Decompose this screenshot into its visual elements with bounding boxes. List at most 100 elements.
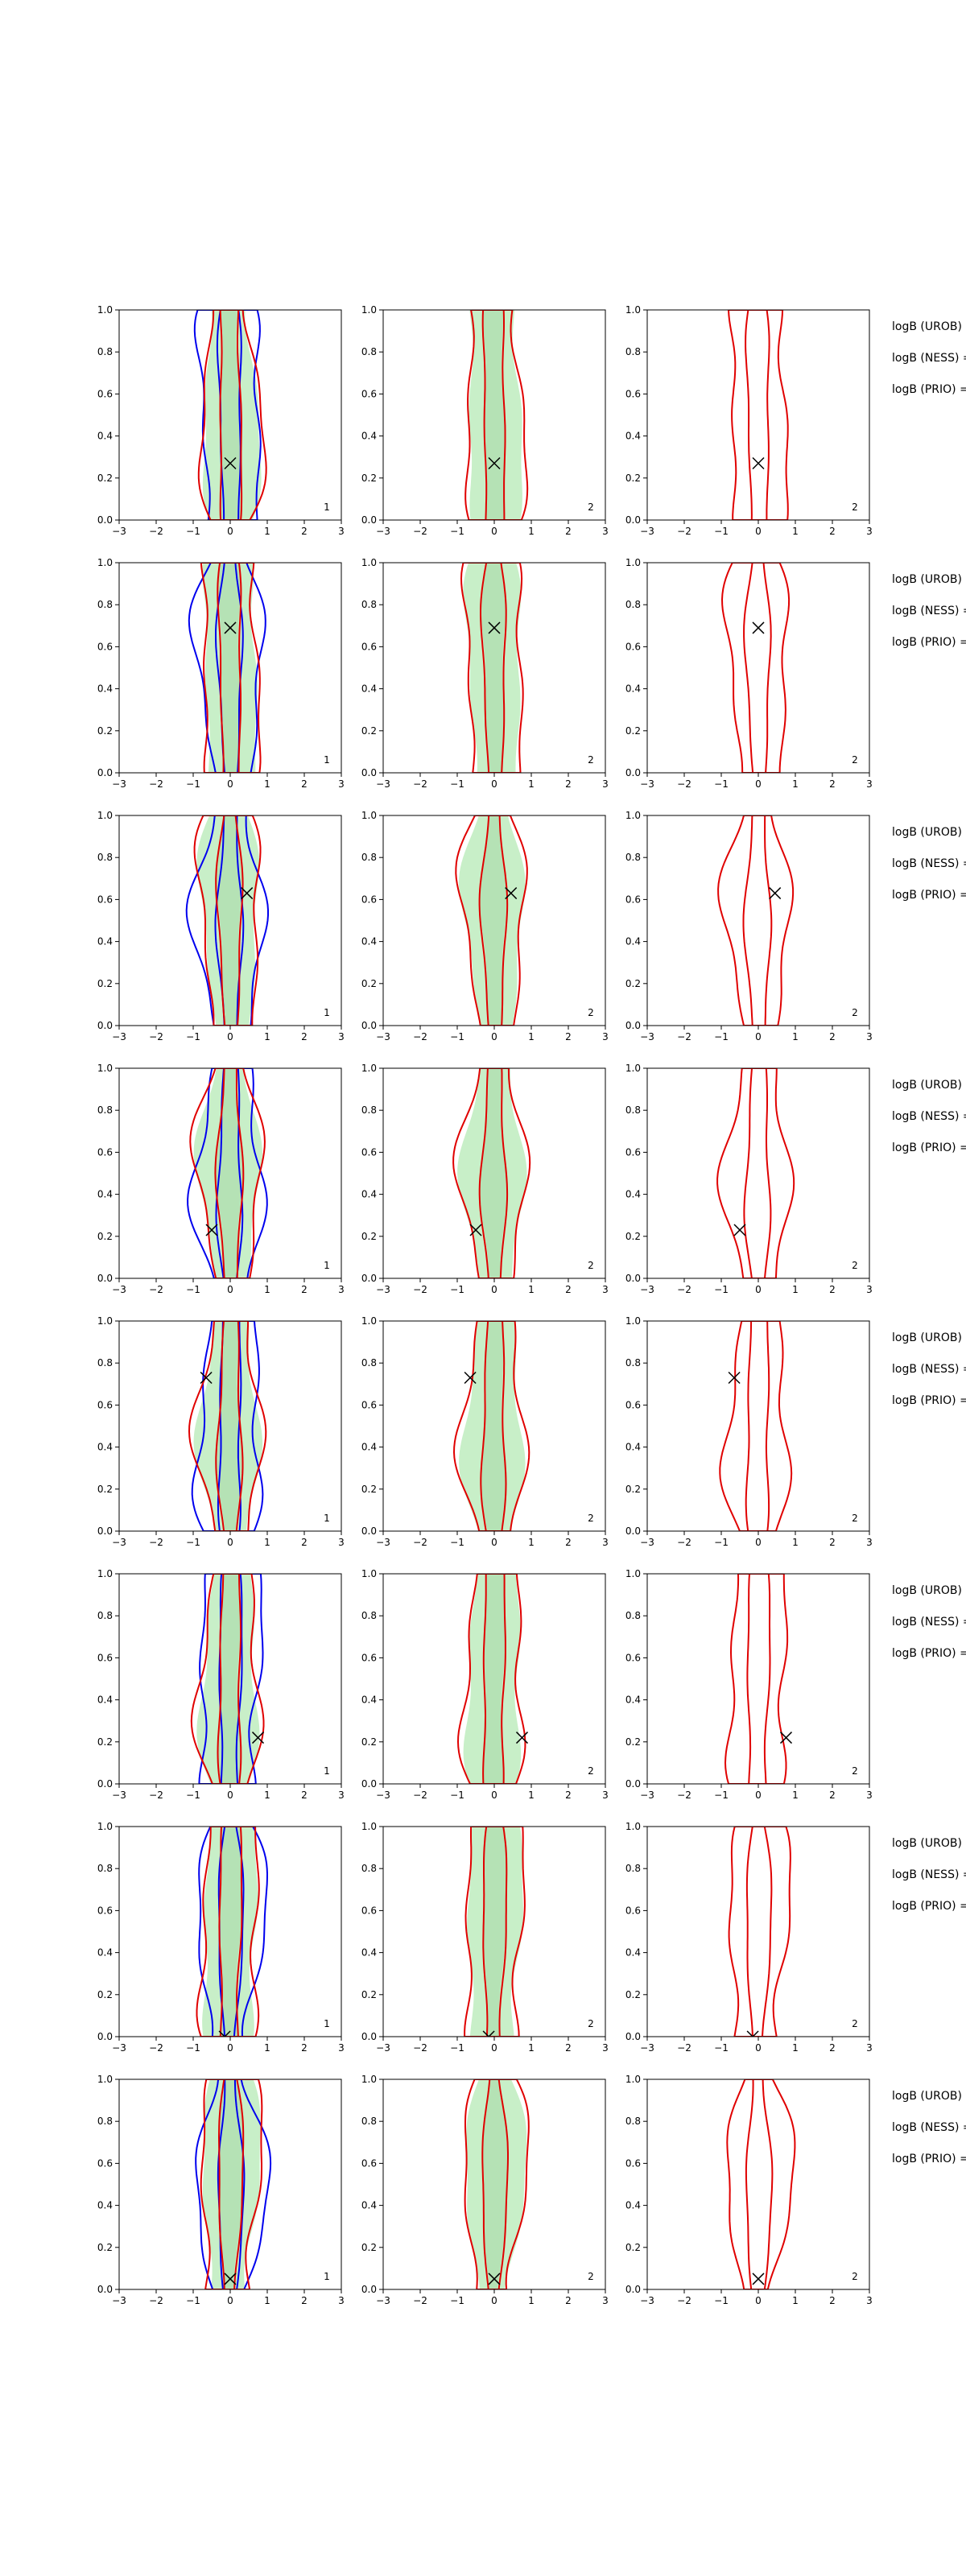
y-tick-label: 0.6 xyxy=(97,388,113,399)
y-tick-label: 0.8 xyxy=(97,599,113,610)
logb-labels-r1: logB (UROB) = logB (NESS) = logB (PRIO) = xyxy=(892,320,966,396)
x-tick-label: −2 xyxy=(149,1284,163,1295)
x-tick-label: 3 xyxy=(602,1790,609,1801)
y-tick-label: 0.0 xyxy=(97,514,113,526)
x-tick-label: 0 xyxy=(755,778,762,790)
data-marker xyxy=(505,887,518,900)
data-marker xyxy=(469,1224,482,1236)
y-tick-label: 0.2 xyxy=(625,1484,641,1495)
y-tick-label: 0.2 xyxy=(97,1736,113,1748)
panel-number-label: 2 xyxy=(852,1007,858,1018)
data-marker xyxy=(224,2273,237,2285)
contour-line-inner xyxy=(481,310,506,520)
x-tick-label: 3 xyxy=(866,526,873,537)
contour-line-inner xyxy=(745,2079,774,2289)
plot-area xyxy=(188,1321,267,1531)
x-tick-label: −1 xyxy=(186,526,200,537)
contour-line-outer xyxy=(719,1321,793,1531)
density-fill-inner xyxy=(479,815,507,1026)
logb-label: logB (NESS) = xyxy=(892,1363,966,1376)
x-tick-label: 2 xyxy=(829,1790,836,1801)
plot-area xyxy=(724,1574,793,1784)
logb-labels-r3: logB (UROB) = logB (NESS) = logB (PRIO) = xyxy=(892,826,966,902)
y-tick-label: 0.6 xyxy=(97,641,113,652)
x-tick-label: −2 xyxy=(149,2295,163,2306)
x-tick-label: −2 xyxy=(149,1031,163,1042)
x-tick-label: 0 xyxy=(755,2295,762,2306)
contour-line-outer xyxy=(452,1068,531,1278)
plot-area xyxy=(196,1827,269,2037)
y-tick-label: 0.2 xyxy=(97,725,113,737)
y-tick-label: 1.0 xyxy=(97,1821,113,1832)
contour-line-outer xyxy=(196,1827,260,2037)
x-tick-label: −3 xyxy=(376,1031,390,1042)
axes-frame xyxy=(646,562,870,774)
data-marker xyxy=(224,456,237,470)
subplot-r3-c1: −3 −2 −1 0 1 2 3 0.0 0.2 0.4 0.6 0.8 1.0 1 xyxy=(97,810,345,1042)
subplot-r8-c1: −3 −2 −1 0 1 2 3 0.0 0.2 0.4 0.6 0.8 1.0 1 xyxy=(97,2074,345,2306)
contour-line-outer xyxy=(456,1574,526,1784)
logb-label: logB (UROB) = xyxy=(892,826,966,839)
x-tick-label: −2 xyxy=(413,1537,427,1548)
x-tick-label: 2 xyxy=(829,778,836,790)
x-tick-label: 3 xyxy=(866,2295,873,2306)
marker-stroke xyxy=(752,621,765,634)
logb-label: logB (PRIO) = xyxy=(892,636,966,649)
subplot-r4-c1: −3 −2 −1 0 1 2 3 0.0 0.2 0.4 0.6 0.8 1.0 1 xyxy=(97,1063,345,1295)
subplot-r3-c2: −3 −2 −1 0 1 2 3 0.0 0.2 0.4 0.6 0.8 1.0 2 xyxy=(361,810,609,1042)
subplot-r1-c1: −3 −2 −1 0 1 2 3 0.0 0.2 0.4 0.6 0.8 1.0 1 xyxy=(97,304,345,537)
x-tick-label: 2 xyxy=(565,1790,572,1801)
x-tick-label: 0 xyxy=(227,778,233,790)
x-tick-label: −3 xyxy=(376,1790,390,1801)
x-tick-label: −1 xyxy=(450,526,464,537)
y-tick-label: 1.0 xyxy=(625,304,641,316)
panel-number-label: 2 xyxy=(588,2018,594,2029)
x-tick-label: −2 xyxy=(413,778,427,790)
y-tick-label: 0.8 xyxy=(361,1863,377,1874)
y-tick-label: 0.2 xyxy=(361,1231,377,1242)
x-tick-label: −3 xyxy=(376,526,390,537)
data-marker xyxy=(733,1224,746,1236)
y-tick-label: 0.8 xyxy=(361,1357,377,1368)
y-tick-label: 0.8 xyxy=(97,2116,113,2127)
y-tick-label: 0.8 xyxy=(97,346,113,357)
y-tick-label: 0.8 xyxy=(625,346,641,357)
y-tick-label: 0.4 xyxy=(361,2200,377,2211)
marker-stroke xyxy=(224,456,237,470)
panel-number-label: 1 xyxy=(324,1007,330,1018)
marker-stroke xyxy=(251,1732,265,1744)
x-tick-label: 2 xyxy=(829,1031,836,1042)
logb-labels-r2: logB (UROB) = logB (NESS) = logB (PRIO) = xyxy=(892,573,966,649)
subplot-r1-c3: −3 −2 −1 0 1 2 3 0.0 0.2 0.4 0.6 0.8 1.0 2 xyxy=(625,304,873,537)
x-tick-label: −2 xyxy=(677,2295,691,2306)
x-tick-label: −1 xyxy=(714,778,729,790)
x-tick-label: 0 xyxy=(491,2295,497,2306)
data-marker xyxy=(241,887,254,900)
x-tick-label: 0 xyxy=(227,526,233,537)
x-tick-label: 2 xyxy=(301,1537,308,1548)
y-tick-label: 0.2 xyxy=(361,1484,377,1495)
y-tick-label: 0.2 xyxy=(361,725,377,737)
y-tick-label: 1.0 xyxy=(361,1315,377,1327)
x-tick-label: 3 xyxy=(338,2042,345,2054)
marker-stroke xyxy=(733,1224,746,1236)
contour-line-outer xyxy=(455,815,528,1026)
y-tick-label: 0.0 xyxy=(361,1020,377,1031)
plot-area xyxy=(452,1321,530,1531)
y-tick-label: 0.8 xyxy=(97,852,113,863)
marker-stroke xyxy=(728,1371,741,1385)
marker-stroke xyxy=(488,456,501,470)
y-tick-label: 1.0 xyxy=(97,2074,113,2085)
marker-stroke xyxy=(746,2030,754,2037)
y-tick-label: 0.2 xyxy=(625,978,641,989)
y-tick-label: 0.6 xyxy=(361,2157,377,2169)
y-tick-label: 0.8 xyxy=(97,1104,113,1116)
axes-frame xyxy=(646,1067,870,1279)
y-tick-label: 0.0 xyxy=(97,1020,113,1031)
y-tick-label: 1.0 xyxy=(97,810,113,821)
y-tick-label: 1.0 xyxy=(361,304,377,316)
x-tick-label: −1 xyxy=(450,2042,464,2054)
panel-number-label: 1 xyxy=(324,1260,330,1271)
plot-area xyxy=(455,815,528,1026)
x-tick-label: −2 xyxy=(677,1031,691,1042)
